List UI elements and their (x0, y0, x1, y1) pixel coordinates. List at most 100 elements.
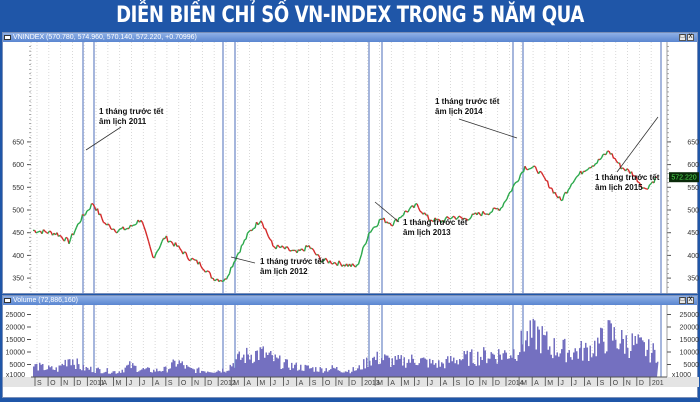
svg-text:M: M (547, 380, 553, 387)
restore-button[interactable]: □ (679, 34, 686, 41)
svg-text:20000: 20000 (680, 325, 699, 332)
svg-text:25000: 25000 (680, 312, 699, 319)
svg-text:A: A (443, 380, 448, 387)
svg-text:âm lịch 2012: âm lịch 2012 (260, 267, 308, 276)
svg-text:âm lịch 2011: âm lịch 2011 (99, 117, 147, 126)
svg-text:10000: 10000 (680, 350, 699, 357)
svg-text:1 tháng trước tết: 1 tháng trước tết (435, 97, 500, 106)
svg-text:550: 550 (12, 185, 24, 192)
volume-panel-header: Volume (72,886,160) □ X (3, 296, 697, 305)
svg-text:D: D (76, 380, 81, 387)
svg-text:A: A (299, 380, 304, 387)
svg-text:1 tháng trước tết: 1 tháng trước tết (99, 107, 164, 116)
price-chart: 350 350 400 400 450 450 500 500 550 550 600 600 650 6… (12, 42, 699, 294)
svg-text:500: 500 (687, 208, 699, 215)
svg-text:âm lịch 2015: âm lịch 2015 (595, 183, 643, 192)
svg-text:J: J (273, 380, 277, 387)
svg-text:350: 350 (687, 276, 699, 283)
svg-text:A: A (102, 380, 107, 387)
svg-text:N: N (194, 380, 199, 387)
svg-text:S: S (37, 380, 42, 387)
svg-text:O: O (181, 380, 187, 387)
svg-text:400: 400 (12, 253, 24, 260)
svg-text:10000: 10000 (6, 350, 26, 357)
svg-text:O: O (469, 380, 475, 387)
svg-text:600: 600 (12, 162, 24, 169)
svg-text:M: M (521, 380, 527, 387)
svg-text:1 tháng trước tết: 1 tháng trước tết (260, 257, 325, 266)
restore-button[interactable]: □ (679, 297, 686, 304)
volume-chart: 5000 5000 10000 10000 15000 15000 20000 20000 25… (3, 305, 699, 387)
svg-text:A: A (155, 380, 160, 387)
svg-text:M: M (377, 380, 383, 387)
panel-menu-icon[interactable] (4, 298, 11, 303)
svg-text:J: J (416, 380, 420, 387)
current-value-badge: 572.220 (671, 175, 696, 182)
close-button[interactable]: X (687, 34, 694, 41)
svg-text:25000: 25000 (6, 312, 26, 319)
svg-text:A: A (534, 380, 539, 387)
svg-text:J: J (142, 380, 146, 387)
svg-text:M: M (116, 380, 122, 387)
svg-text:D: D (639, 380, 644, 387)
svg-text:N: N (63, 380, 68, 387)
svg-text:J: J (560, 380, 564, 387)
panel-menu-icon[interactable] (4, 35, 11, 40)
svg-text:âm lịch 2013: âm lịch 2013 (403, 228, 451, 237)
svg-text:450: 450 (687, 230, 699, 237)
svg-text:2013: 2013 (364, 380, 380, 387)
svg-text:5000: 5000 (683, 362, 699, 369)
svg-text:S: S (456, 380, 461, 387)
svg-text:1 tháng trước tết: 1 tháng trước tết (403, 218, 468, 227)
svg-text:O: O (325, 380, 331, 387)
svg-text:J: J (286, 380, 290, 387)
svg-text:15000: 15000 (6, 337, 26, 344)
svg-text:M: M (233, 380, 239, 387)
svg-text:âm lịch 2014: âm lịch 2014 (435, 107, 483, 116)
svg-text:N: N (338, 380, 343, 387)
svg-text:5000: 5000 (9, 362, 25, 369)
svg-text:600: 600 (687, 162, 699, 169)
svg-text:M: M (403, 380, 409, 387)
volume-panel: Volume (72,886,160) □ X 5000 5000 10000 100… (2, 295, 699, 398)
svg-text:A: A (246, 380, 251, 387)
svg-text:A: A (587, 380, 592, 387)
svg-text:2012: 2012 (220, 380, 236, 387)
svg-text:S: S (600, 380, 605, 387)
svg-text:S: S (312, 380, 317, 387)
svg-text:1 tháng trước tết: 1 tháng trước tết (595, 173, 660, 182)
svg-text:D: D (207, 380, 212, 387)
svg-text:M: M (259, 380, 265, 387)
svg-text:J: J (430, 380, 434, 387)
svg-text:350: 350 (12, 276, 24, 283)
svg-text:201: 201 (652, 380, 664, 387)
svg-text:x1000: x1000 (6, 372, 25, 379)
svg-text:A: A (390, 380, 395, 387)
svg-text:N: N (482, 380, 487, 387)
svg-text:2014: 2014 (508, 380, 524, 387)
svg-text:2011: 2011 (89, 380, 104, 387)
svg-text:J: J (573, 380, 577, 387)
svg-text:450: 450 (12, 230, 24, 237)
svg-text:x1000: x1000 (672, 372, 691, 379)
svg-text:550: 550 (687, 185, 699, 192)
svg-text:15000: 15000 (680, 337, 699, 344)
svg-text:O: O (50, 380, 56, 387)
price-panel-header: VNINDEX (570.780, 574.960, 570.140, 572.… (3, 33, 697, 42)
svg-text:20000: 20000 (6, 325, 26, 332)
svg-text:400: 400 (687, 253, 699, 260)
price-panel-title: VNINDEX (570.780, 574.960, 570.140, 572.… (13, 34, 197, 41)
svg-text:D: D (495, 380, 500, 387)
close-button[interactable]: X (687, 297, 694, 304)
svg-text:N: N (626, 380, 631, 387)
svg-text:650: 650 (687, 139, 699, 146)
svg-text:J: J (129, 380, 133, 387)
price-panel: VNINDEX (570.780, 574.960, 570.140, 572.… (2, 32, 699, 294)
svg-text:500: 500 (12, 208, 24, 215)
svg-text:D: D (351, 380, 356, 387)
